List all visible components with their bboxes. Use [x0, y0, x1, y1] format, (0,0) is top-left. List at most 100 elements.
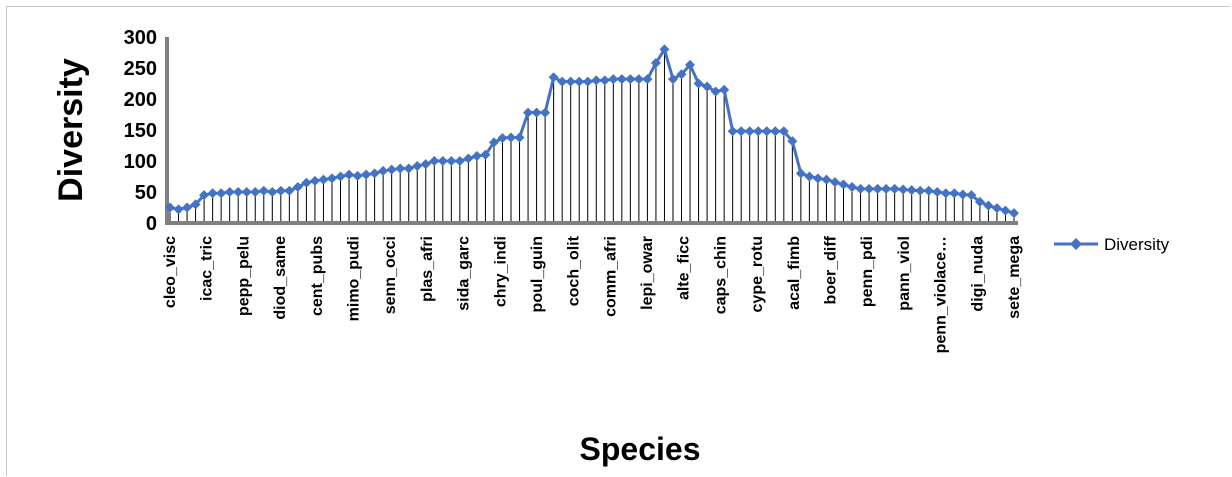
data-point [446, 156, 457, 166]
data-point [829, 177, 840, 188]
x-tick-label: acal_fimb [786, 236, 803, 310]
data-point [335, 171, 346, 182]
data-point [864, 183, 875, 194]
data-point [361, 169, 372, 180]
x-tick-label: icac_tric [199, 236, 216, 301]
x-tick-labels: cleo_visc icac_tric pepp_pelu diod_same cent… [162, 235, 1023, 353]
data-point [565, 76, 576, 87]
data-point [548, 72, 559, 83]
data-point [625, 74, 636, 85]
x-tick-label: senn_occi [382, 236, 399, 314]
data-point [795, 168, 806, 179]
y-tick-label: 50 [135, 182, 157, 204]
data-point [872, 183, 883, 194]
y-tick-label: 100 [124, 151, 157, 173]
data-point [301, 177, 312, 188]
data-point [991, 203, 1002, 214]
data-point [616, 74, 627, 85]
data-point [480, 149, 491, 160]
x-tick-label: coch_olit [566, 235, 583, 306]
data-point [727, 126, 738, 137]
y-tick-label: 300 [124, 27, 157, 49]
data-point [258, 185, 269, 196]
data-point [855, 183, 866, 194]
data-point [676, 69, 687, 80]
data-point [923, 185, 934, 196]
x-tick-label: poul_guin [529, 236, 546, 312]
data-point [523, 107, 534, 118]
data-point [463, 153, 474, 164]
data-point [812, 173, 823, 184]
data-point [974, 196, 985, 207]
data-point [378, 165, 389, 176]
data-point [667, 74, 678, 85]
data-point [821, 174, 832, 185]
data-point [770, 126, 781, 137]
data-point [454, 156, 465, 166]
data-point [753, 126, 764, 137]
data-point [165, 202, 175, 213]
drop-lines [169, 49, 1015, 223]
x-tick-label: mimo_pudi [345, 236, 362, 321]
data-point [983, 200, 994, 211]
legend-label-diversity: Diversity [1104, 235, 1170, 254]
data-point [173, 204, 184, 215]
data-point [591, 75, 602, 86]
data-point [216, 188, 227, 199]
data-point [309, 175, 320, 186]
x-tick-label: pann_viol [896, 236, 913, 311]
data-point [693, 78, 704, 89]
data-point [881, 183, 892, 194]
x-tick-label: cype_rotu [749, 236, 766, 312]
data-point [889, 183, 900, 194]
data-point [514, 132, 525, 143]
data-point [540, 107, 551, 118]
data-point [395, 163, 406, 174]
x-tick-label: digi_nuda [969, 236, 986, 312]
x-tick-label: boer_diff [823, 235, 840, 304]
data-point [326, 173, 337, 184]
data-point [233, 187, 244, 197]
data-point [190, 199, 201, 210]
data-point [506, 132, 517, 143]
data-point [250, 187, 261, 197]
data-point [599, 75, 610, 86]
x-tick-label: sete_mega [1006, 236, 1023, 319]
data-point [659, 44, 670, 55]
data-point [1000, 205, 1011, 216]
data-point [420, 159, 431, 170]
series-markers [165, 44, 1019, 219]
data-point [318, 174, 329, 185]
data-point [702, 81, 713, 92]
y-axis-title: Diversity [52, 58, 90, 202]
y-tick-label: 200 [124, 89, 157, 111]
data-point [531, 107, 542, 118]
data-point [437, 156, 448, 166]
data-point [838, 179, 849, 190]
data-point [685, 59, 696, 70]
data-point [915, 185, 926, 196]
x-tick-label: cent_pubs [309, 236, 326, 316]
data-point [344, 169, 355, 180]
data-point [471, 151, 482, 162]
data-point [488, 137, 499, 148]
data-point [633, 74, 644, 85]
data-point [966, 190, 977, 201]
data-point [650, 58, 661, 69]
data-point [761, 126, 772, 137]
data-point [352, 170, 363, 181]
data-point [1009, 208, 1019, 219]
y-tick-labels: 0 50 100 150 200 250 300 [124, 27, 157, 235]
data-point [898, 184, 909, 195]
data-point [182, 202, 193, 213]
chart-frame [6, 6, 1230, 476]
data-point [199, 190, 210, 201]
x-tick-label: diod_same [272, 236, 289, 320]
data-point [224, 187, 235, 197]
data-point [557, 76, 568, 87]
data-point [412, 160, 423, 171]
data-point [736, 126, 747, 137]
data-point [940, 188, 951, 199]
data-point [497, 133, 508, 144]
